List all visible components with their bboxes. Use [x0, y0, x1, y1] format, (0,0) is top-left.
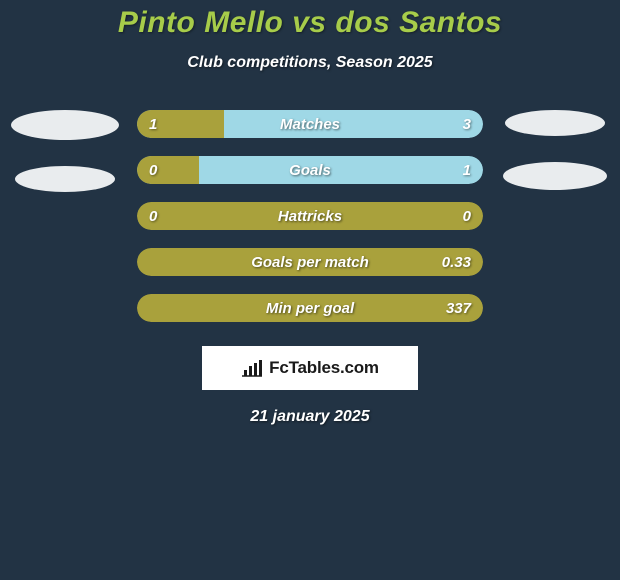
subtitle: Club competitions, Season 2025 [187, 54, 432, 72]
stat-row: 0.33Goals per match [137, 248, 483, 276]
stat-left-value: 1 [149, 110, 157, 138]
brand-text: FcTables.com [269, 358, 379, 378]
player-avatar-right [503, 162, 607, 190]
stat-left-value: 0 [149, 202, 157, 230]
bar-track [137, 248, 483, 276]
player-avatar-left [15, 166, 115, 192]
stat-right-value: 0 [463, 202, 471, 230]
comparison-chart: 13Matches01Goals00Hattricks0.33Goals per… [0, 110, 620, 322]
stat-right-value: 1 [463, 156, 471, 184]
stat-right-value: 0.33 [442, 248, 471, 276]
stat-row: 13Matches [137, 110, 483, 138]
stat-row: 337Min per goal [137, 294, 483, 322]
bars-column: 13Matches01Goals00Hattricks0.33Goals per… [137, 110, 483, 322]
stat-row: 01Goals [137, 156, 483, 184]
player-avatar-right [505, 110, 605, 136]
left-player-column [0, 110, 130, 192]
brand-box[interactable]: FcTables.com [202, 346, 418, 390]
footer-date: 21 january 2025 [250, 408, 369, 426]
stat-left-value: 0 [149, 156, 157, 184]
bar-track [137, 202, 483, 230]
right-player-column [490, 110, 620, 190]
bar-track [137, 294, 483, 322]
stat-right-value: 3 [463, 110, 471, 138]
bar-fill [137, 156, 199, 184]
stat-right-value: 337 [446, 294, 471, 322]
stat-row: 00Hattricks [137, 202, 483, 230]
player-avatar-left [11, 110, 119, 140]
page-title: Pinto Mello vs dos Santos [118, 6, 502, 40]
bar-chart-icon [241, 359, 263, 377]
